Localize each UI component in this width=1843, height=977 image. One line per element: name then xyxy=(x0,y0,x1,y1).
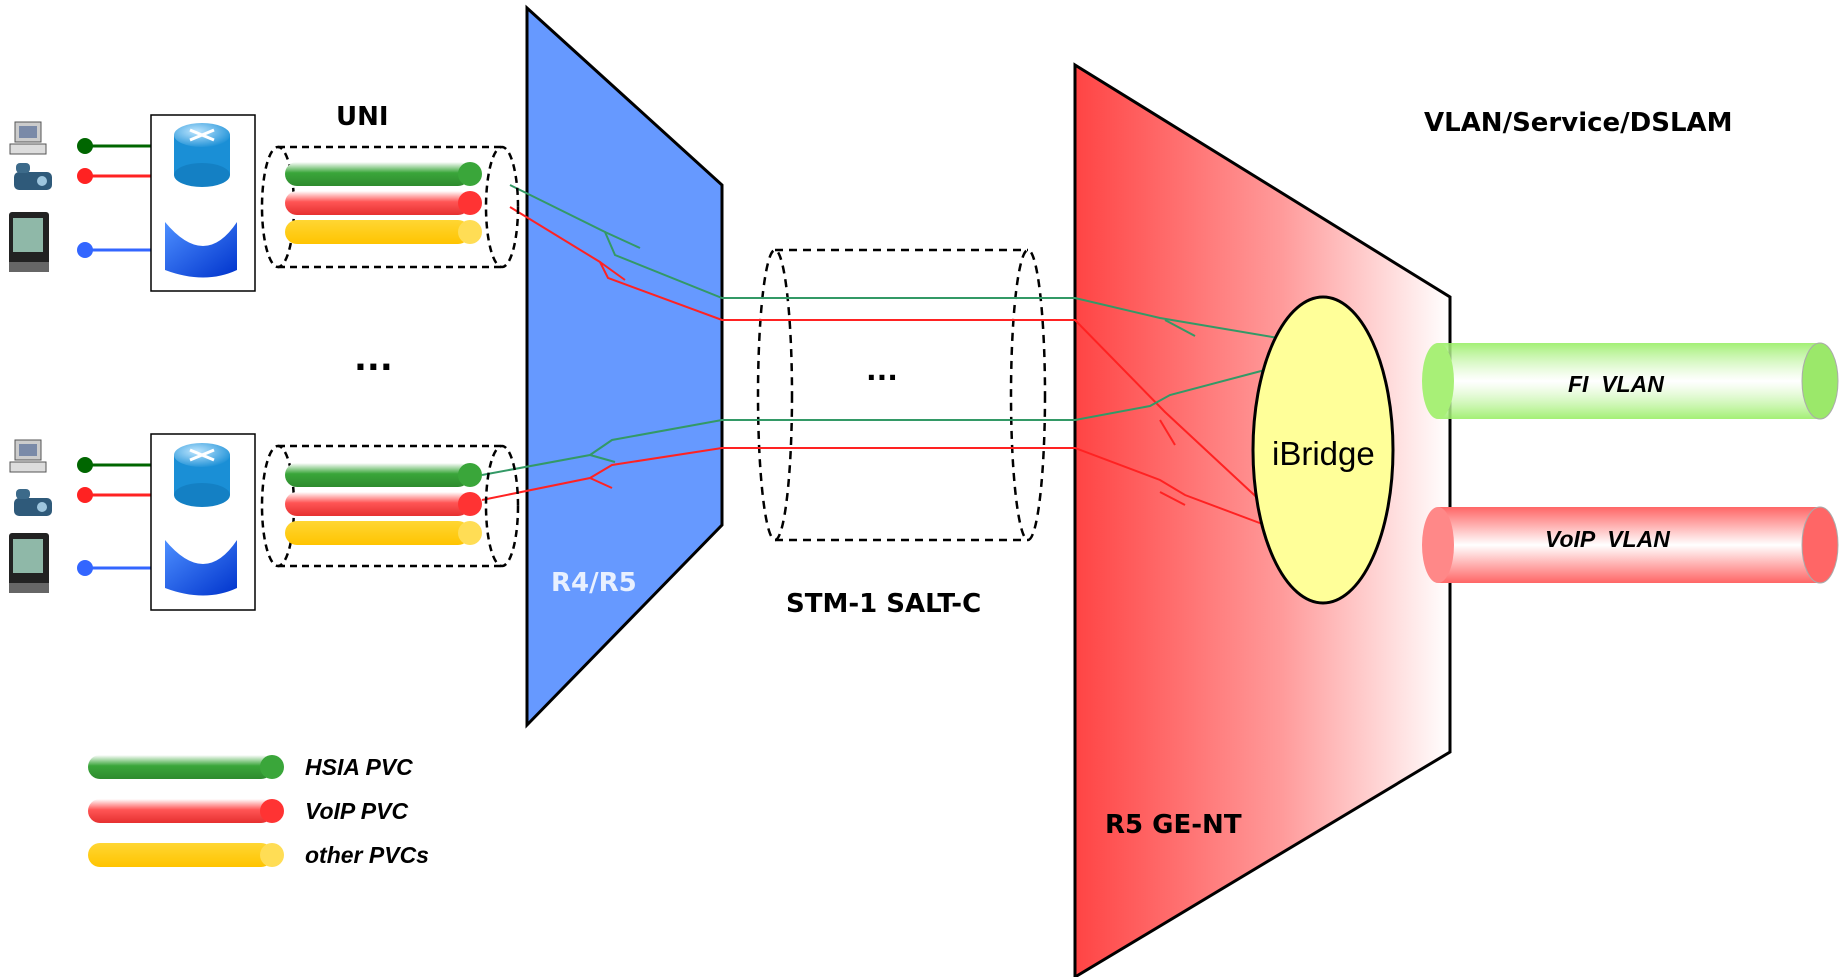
stb-icon xyxy=(165,222,237,278)
cpe-group-top xyxy=(9,114,520,292)
fi-vlan-pipe xyxy=(1422,342,1839,420)
pvc-connections xyxy=(481,184,1291,526)
phone-icon xyxy=(14,489,52,516)
r4r5-label: R4/R5 xyxy=(551,568,637,598)
cpe-group-bottom xyxy=(9,433,520,611)
r5gent-label: R5 GE-NT xyxy=(1105,810,1242,840)
tv-icon xyxy=(9,212,49,272)
ibridge xyxy=(1251,295,1395,605)
voip-vlan-label: VoIP VLAN xyxy=(1545,526,1670,552)
stb-icon xyxy=(165,540,237,596)
stm1-ellipsis: ... xyxy=(866,354,898,387)
pc-icon xyxy=(9,121,47,155)
fi-vlan-label: FI VLAN xyxy=(1568,371,1664,397)
router-icon xyxy=(174,443,230,507)
voip-vlan-pipe xyxy=(1422,506,1839,584)
vlan-service-label: VLAN/Service/DSLAM xyxy=(1424,108,1733,138)
stm1-label: STM-1 SALT-C xyxy=(786,589,981,619)
uni-label: UNI xyxy=(336,102,389,132)
pc-icon xyxy=(9,439,47,473)
left-ellipsis: ... xyxy=(354,339,393,379)
phone-icon xyxy=(14,163,52,190)
legend-other: other PVCs xyxy=(305,842,429,868)
legend-voip: VoIP PVC xyxy=(305,798,408,824)
legend: HSIA PVC VoIP PVC other PVCs xyxy=(88,754,429,868)
router-icon xyxy=(174,123,230,187)
ibridge-label: iBridge xyxy=(1272,435,1375,472)
stm1-trunk xyxy=(756,248,1047,542)
legend-hsia: HSIA PVC xyxy=(305,754,413,780)
tv-icon xyxy=(9,533,49,593)
r4r5-panel xyxy=(525,4,724,729)
